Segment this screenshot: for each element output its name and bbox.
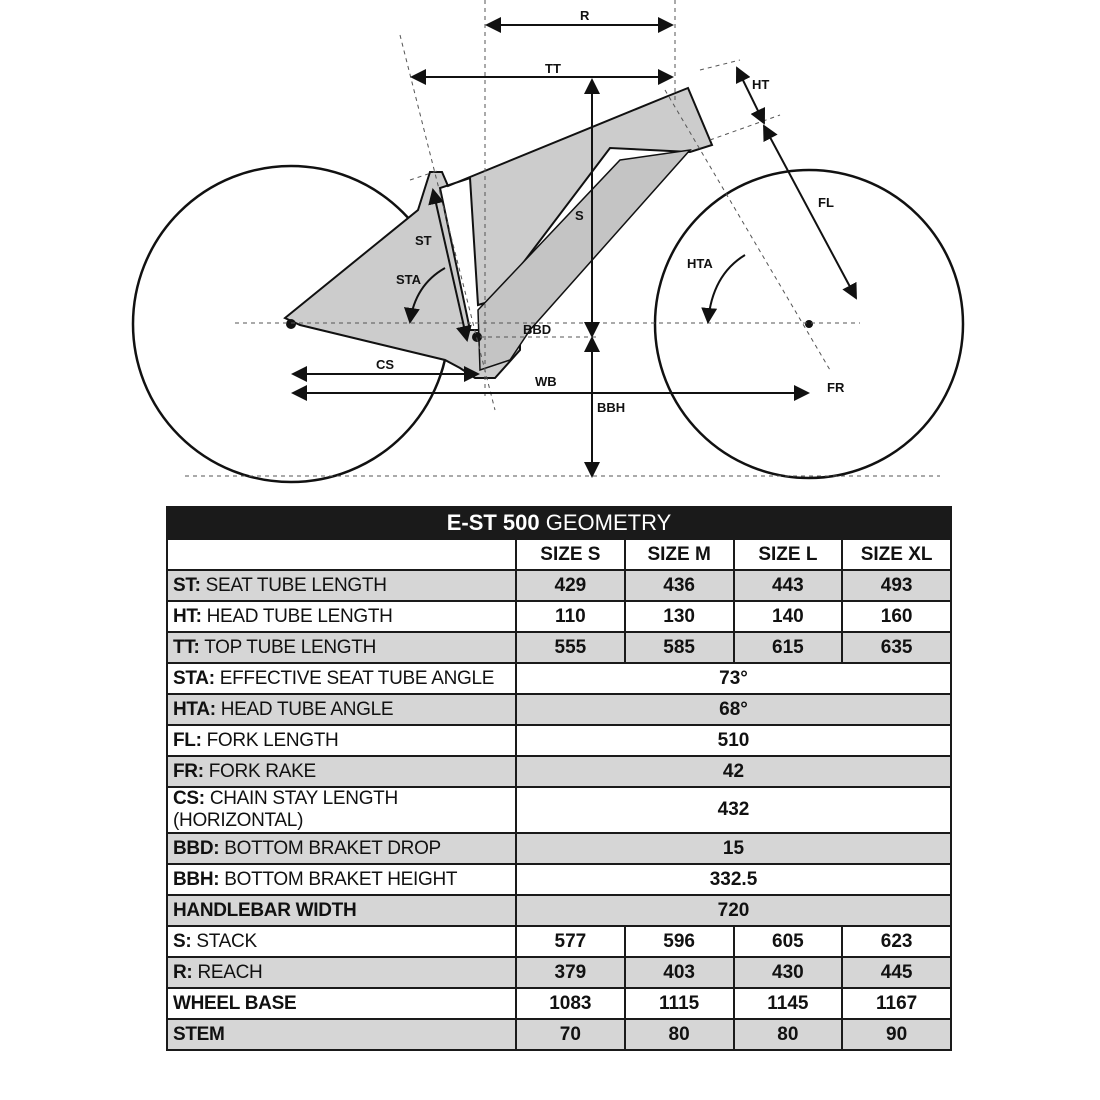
table-row: R: REACH 379 403 430 445: [166, 956, 952, 989]
table-row: BBH: BOTTOM BRAKET HEIGHT 332.5: [166, 863, 952, 896]
row-value: 493: [841, 569, 952, 602]
row-value: 73°: [515, 662, 952, 695]
label-bbh: BBH: [597, 400, 625, 415]
row-value: 585: [623, 631, 735, 664]
row-value: 432: [515, 786, 952, 834]
row-value: 90: [841, 1018, 952, 1051]
bike-geometry-diagram: R TT HT S FL ST STA HTA BBD CS WB BBH FR: [131, 0, 965, 484]
table-row: HTA: HEAD TUBE ANGLE 68°: [166, 693, 952, 726]
row-value: 443: [732, 569, 844, 602]
row-label: HT: HEAD TUBE LENGTH: [166, 600, 517, 633]
row-label: BBH: BOTTOM BRAKET HEIGHT: [166, 863, 517, 896]
row-value: 430: [732, 956, 844, 989]
row-label: TT: TOP TUBE LENGTH: [166, 631, 517, 664]
row-value: 510: [515, 724, 952, 757]
row-label: HANDLEBAR WIDTH: [166, 894, 517, 927]
row-value: 1083: [515, 987, 626, 1020]
row-value: 42: [515, 755, 952, 788]
row-value: 445: [841, 956, 952, 989]
size-header-row: SIZE S SIZE M SIZE L SIZE XL: [166, 538, 952, 571]
row-value: 403: [623, 956, 735, 989]
row-value: 160: [841, 600, 952, 633]
row-value: 80: [623, 1018, 735, 1051]
row-label: R: REACH: [166, 956, 517, 989]
label-st: ST: [415, 233, 432, 248]
row-value: 130: [623, 600, 735, 633]
row-label: FR: FORK RAKE: [166, 755, 517, 788]
row-value: 577: [515, 925, 626, 958]
row-value: 15: [515, 832, 952, 865]
label-tt: TT: [545, 61, 561, 76]
row-label: WHEEL BASE: [166, 987, 517, 1020]
table-row: STA: EFFECTIVE SEAT TUBE ANGLE 73°: [166, 662, 952, 695]
geometry-table: E-ST 500 GEOMETRY SIZE S SIZE M SIZE L S…: [166, 506, 952, 1051]
row-label: BBD: BOTTOM BRAKET DROP: [166, 832, 517, 865]
size-xl-header: SIZE XL: [841, 538, 952, 571]
row-value: 635: [841, 631, 952, 664]
table-row: ST: SEAT TUBE LENGTH 429 436 443 493: [166, 569, 952, 602]
table-row: HANDLEBAR WIDTH 720: [166, 894, 952, 927]
label-fr: FR: [827, 380, 845, 395]
row-label: STEM: [166, 1018, 517, 1051]
label-r: R: [580, 8, 590, 23]
row-value: 379: [515, 956, 626, 989]
table-title: E-ST 500 GEOMETRY: [166, 506, 952, 540]
row-value: 436: [623, 569, 735, 602]
row-value: 1115: [623, 987, 735, 1020]
label-cs: CS: [376, 357, 394, 372]
label-wb: WB: [535, 374, 557, 389]
table-row: CS: CHAIN STAY LENGTH (HORIZONTAL) 432: [166, 786, 952, 834]
row-value: 623: [841, 925, 952, 958]
table-row: WHEEL BASE 1083 1115 1145 1167: [166, 987, 952, 1020]
label-bbd: BBD: [523, 322, 551, 337]
row-label: CS: CHAIN STAY LENGTH (HORIZONTAL): [166, 786, 517, 834]
row-value: 605: [732, 925, 844, 958]
table-row: TT: TOP TUBE LENGTH 555 585 615 635: [166, 631, 952, 664]
row-value: 555: [515, 631, 626, 664]
row-value: 80: [732, 1018, 844, 1051]
label-fl: FL: [818, 195, 834, 210]
row-value: 720: [515, 894, 952, 927]
table-row: STEM 70 80 80 90: [166, 1018, 952, 1051]
row-label: STA: EFFECTIVE SEAT TUBE ANGLE: [166, 662, 517, 695]
size-s-header: SIZE S: [515, 538, 626, 571]
table-row: S: STACK 577 596 605 623: [166, 925, 952, 958]
label-ht: HT: [752, 77, 769, 92]
row-value: 110: [515, 600, 626, 633]
table-row: FR: FORK RAKE 42: [166, 755, 952, 788]
row-label: ST: SEAT TUBE LENGTH: [166, 569, 517, 602]
table-row: BBD: BOTTOM BRAKET DROP 15: [166, 832, 952, 865]
row-value: 615: [732, 631, 844, 664]
table-row: FL: FORK LENGTH 510: [166, 724, 952, 757]
row-value: 1167: [841, 987, 952, 1020]
row-value: 68°: [515, 693, 952, 726]
row-value: 70: [515, 1018, 626, 1051]
row-value: 596: [623, 925, 735, 958]
table-row: HT: HEAD TUBE LENGTH 110 130 140 160: [166, 600, 952, 633]
label-sta: STA: [396, 272, 422, 287]
row-label: S: STACK: [166, 925, 517, 958]
label-hta: HTA: [687, 256, 713, 271]
row-value: 332.5: [515, 863, 952, 896]
row-value: 140: [732, 600, 844, 633]
row-label: HTA: HEAD TUBE ANGLE: [166, 693, 517, 726]
row-label: FL: FORK LENGTH: [166, 724, 517, 757]
label-s: S: [575, 208, 584, 223]
size-m-header: SIZE M: [623, 538, 735, 571]
row-value: 429: [515, 569, 626, 602]
row-value: 1145: [732, 987, 844, 1020]
size-l-header: SIZE L: [732, 538, 844, 571]
